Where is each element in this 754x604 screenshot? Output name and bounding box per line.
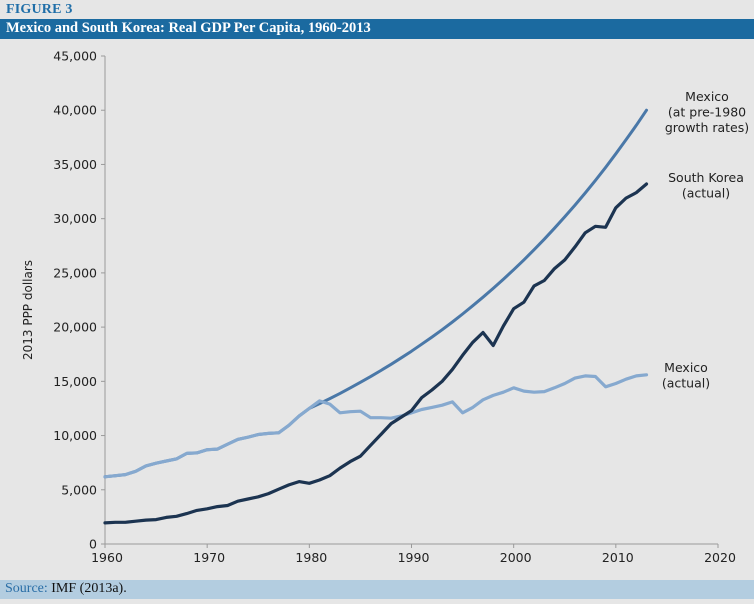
series-line-mexico-counterfactual: [103, 108, 648, 479]
figure-label: FIGURE 3: [6, 2, 73, 17]
chart-title: Mexico and South Korea: Real GDP Per Cap…: [6, 20, 371, 36]
title-bar: Mexico and South Korea: Real GDP Per Cap…: [0, 19, 754, 39]
series-label-line: (at pre-1980: [668, 105, 746, 120]
y-tick-labels: 0 5,000 10,000 15,000 20,000 25,000 30,000 35,0…: [53, 49, 97, 552]
series-label-line: South Korea: [668, 170, 744, 185]
series-label-line: growth rates): [665, 120, 749, 135]
y-axis-title: 2013 PPP dollars: [21, 260, 35, 360]
y-tick-label: 30,000: [53, 211, 97, 226]
line-chart: 0 5,000 10,000 15,000 20,000 25,000 30,000 35,0…: [21, 49, 749, 566]
y-tick-label: 15,000: [53, 374, 97, 389]
x-tick-label: 2020: [704, 550, 736, 565]
x-tick-label: 1970: [193, 550, 225, 565]
x-tick-labels: 1960 1970 1980 1990 2000 2010 2020: [91, 550, 736, 565]
axes: [101, 55, 719, 548]
source-note: Source: IMF (2013a).: [5, 581, 127, 597]
source-bar: Source: IMF (2013a).: [0, 580, 754, 599]
series-label-mexico-actual: Mexico (actual): [662, 360, 710, 391]
series-label-line: Mexico: [664, 360, 708, 375]
series-label-line: (actual): [682, 186, 730, 201]
y-tick-label: 25,000: [53, 265, 97, 280]
source-text: IMF (2013a).: [47, 581, 127, 596]
series-line-south-korea: [103, 182, 649, 525]
series-line-mexico-actual: [103, 373, 649, 479]
series-lines: [103, 108, 649, 525]
y-tick-label: 5,000: [61, 482, 97, 497]
y-tick-label: 10,000: [53, 428, 97, 443]
series-labels: Mexico (at pre-1980 growth rates)South Kor…: [662, 89, 749, 391]
series-label-south-korea: South Korea (actual): [668, 170, 744, 201]
x-tick-label: 1980: [295, 550, 327, 565]
y-tick-label: 35,000: [53, 157, 97, 172]
x-tick-label: 2010: [602, 550, 634, 565]
source-label: Source:: [5, 581, 48, 596]
y-tick-label: 45,000: [53, 49, 97, 64]
x-tick-label: 1990: [398, 550, 430, 565]
x-tick-label: 2000: [500, 550, 532, 565]
y-tick-label: 40,000: [53, 103, 97, 118]
y-tick-label: 20,000: [53, 320, 97, 335]
series-label-line: (actual): [662, 376, 710, 391]
y-tick-label: 0: [89, 537, 97, 552]
x-tick-label: 1960: [91, 550, 123, 565]
series-label-line: Mexico: [685, 89, 729, 104]
series-label-mexico-counterfactual: Mexico (at pre-1980 growth rates): [665, 89, 749, 135]
